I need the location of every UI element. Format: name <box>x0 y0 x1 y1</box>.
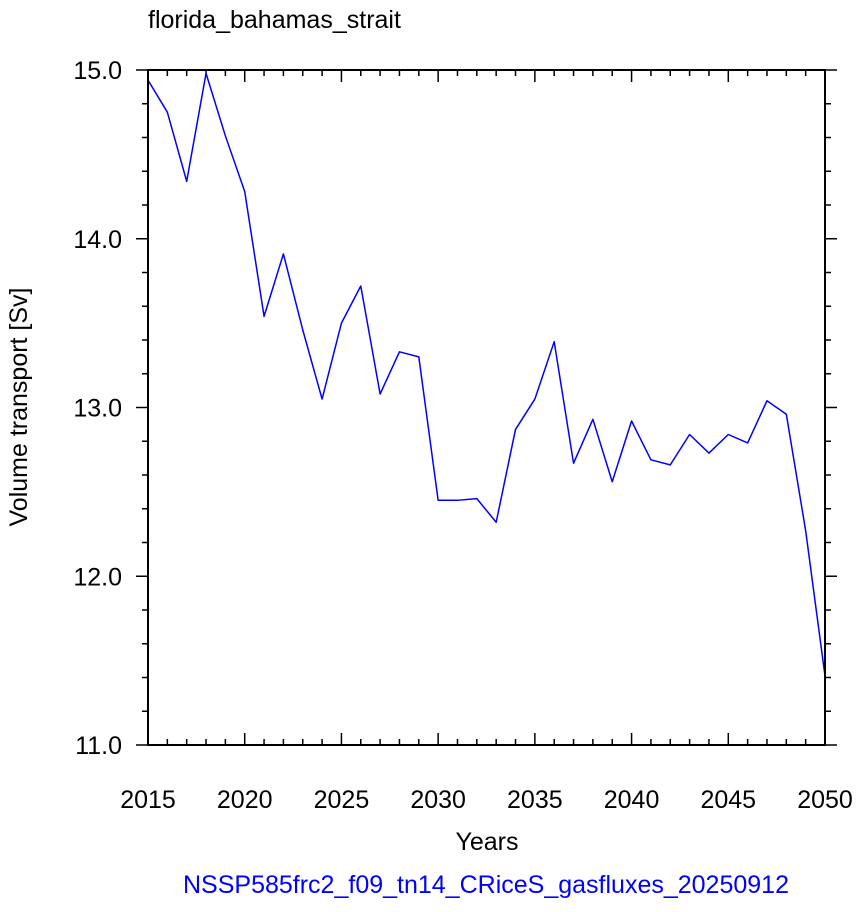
x-tick-label: 2035 <box>507 786 563 814</box>
y-tick-label: 12.0 <box>73 563 122 591</box>
x-tick-label: 2015 <box>120 786 176 814</box>
y-tick-labels: 11.0 12.0 13.0 14.0 15.0 <box>73 57 122 760</box>
x-tick-label: 2050 <box>797 786 853 814</box>
y-tick-label: 13.0 <box>73 395 122 423</box>
x-axis-label: Years <box>455 828 518 856</box>
x-tick-labels: 2015 2020 2025 2030 2035 2040 2045 2050 <box>120 786 853 814</box>
x-tick-label: 2025 <box>314 786 370 814</box>
x-tick-label: 2030 <box>410 786 466 814</box>
y-tick-label: 11.0 <box>75 732 122 760</box>
y-axis-label: Volume transport [Sv] <box>5 287 33 526</box>
plot-frame <box>147 69 826 746</box>
axis-ticks <box>136 69 837 746</box>
x-tick-label: 2020 <box>217 786 273 814</box>
footer-caption: NSSP585frc2_f09_tn14_CRiceS_gasfluxes_20… <box>183 871 789 899</box>
chart-title: florida_bahamas_strait <box>148 6 401 34</box>
y-tick-label: 14.0 <box>73 226 122 254</box>
series-line <box>147 72 826 676</box>
y-tick-label: 15.0 <box>73 57 122 85</box>
x-tick-label: 2040 <box>604 786 660 814</box>
x-tick-label: 2045 <box>700 786 756 814</box>
